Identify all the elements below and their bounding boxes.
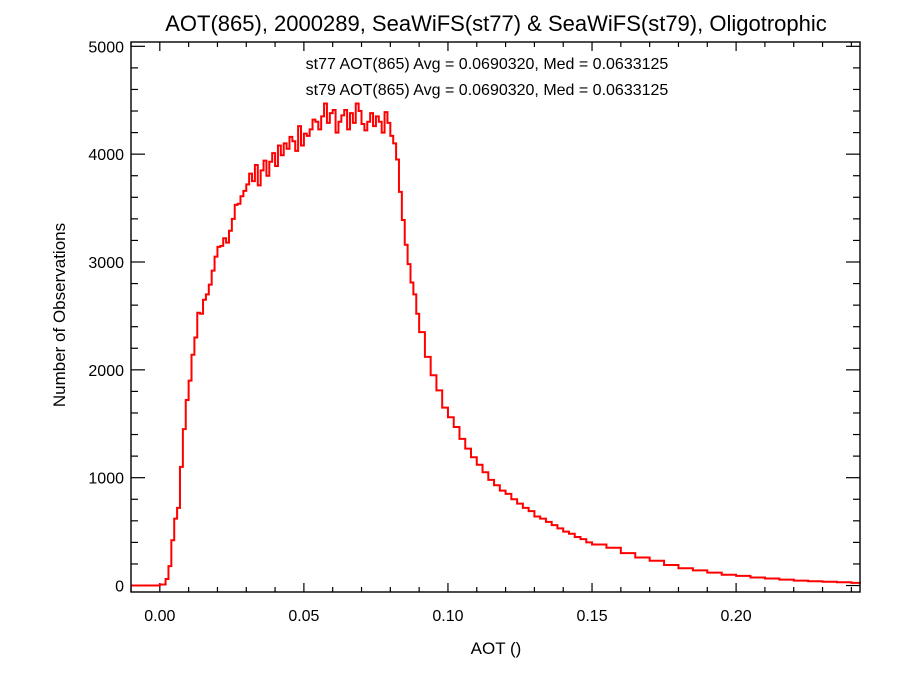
y-axis-label: Number of Observations [50, 223, 69, 407]
y-tick-label: 0 [115, 579, 124, 596]
chart-title: AOT(865), 2000289, SeaWiFS(st77) & SeaWi… [165, 11, 826, 36]
x-tick-label: 0.10 [432, 608, 463, 625]
y-tick-label: 3000 [88, 255, 124, 272]
y-tick-label: 2000 [88, 363, 124, 380]
x-tick-label: 0.00 [144, 608, 175, 625]
annotation-st79: st79 AOT(865) Avg = 0.0690320, Med = 0.0… [306, 82, 669, 99]
y-tick-label: 4000 [88, 147, 124, 164]
y-tick-label: 1000 [88, 471, 124, 488]
x-tick-label: 0.20 [721, 608, 752, 625]
x-tick-label: 0.15 [576, 608, 607, 625]
histogram-series-st79 [131, 102, 861, 587]
y-tick-label: 5000 [88, 39, 124, 56]
x-axis-label: AOT () [471, 639, 522, 658]
x-tick-label: 0.05 [288, 608, 319, 625]
axis-tick-labels: 0.00 0.05 0.10 0.15 0.20 0 1000 2000 3000 4000 500… [88, 39, 751, 625]
plot-frame [130, 41, 861, 593]
axis-ticks [130, 42, 860, 592]
annotation-st77: st77 AOT(865) Avg = 0.0690320, Med = 0.0… [306, 56, 669, 73]
